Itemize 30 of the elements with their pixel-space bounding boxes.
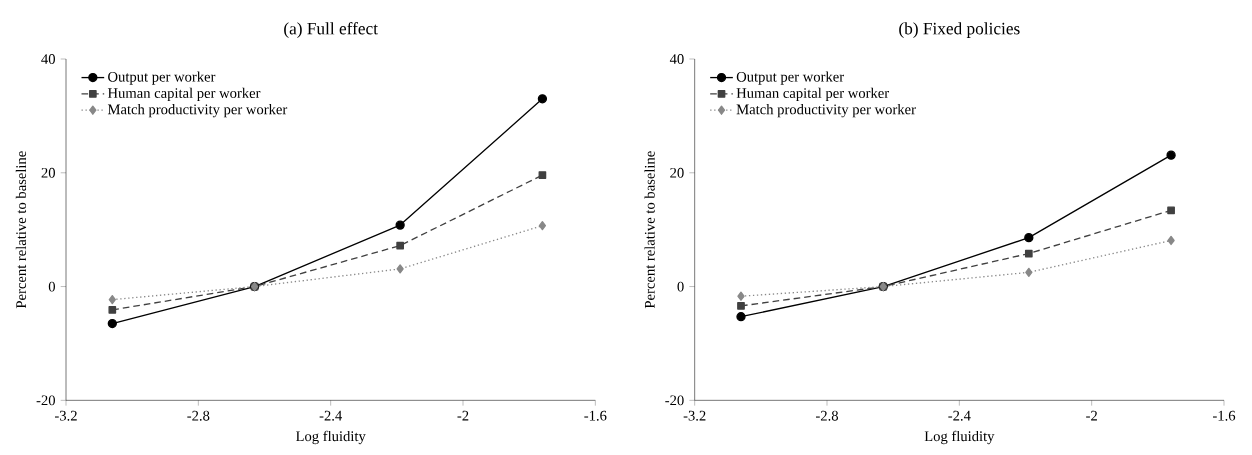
legend-label: Match productivity per worker	[107, 104, 288, 118]
legend-label: Human capital per worker	[107, 87, 261, 101]
chart-title: (a) Full effect	[284, 22, 378, 38]
x-axis-title: Log fluidity	[924, 430, 995, 445]
y-tick-label: 20	[41, 167, 55, 178]
x-tick-label: -2.8	[815, 410, 839, 421]
y-tick-label: 0	[677, 281, 684, 292]
y-axis-title: Percent relative to baseline	[15, 151, 27, 309]
x-tick-label: -1.6	[584, 410, 607, 421]
y-tick-label: 40	[669, 54, 684, 64]
x-tick-label: -2.4	[319, 410, 343, 421]
y-tick-label: 40	[41, 54, 55, 64]
legend-label: Human capital per worker	[736, 87, 890, 101]
x-tick-label: -2	[1086, 410, 1097, 421]
x-tick-label: -3.2	[683, 410, 706, 421]
y-tick-label: -20	[665, 395, 684, 406]
x-tick-label: -2	[457, 410, 469, 421]
chart-title: (b) Fixed policies	[899, 22, 1020, 38]
y-axis-title: Percent relative to baseline	[644, 151, 655, 309]
y-tick-label: 20	[670, 167, 684, 178]
x-tick-label: -2.8	[187, 410, 210, 421]
x-tick-label: -1.6	[1212, 410, 1236, 421]
x-tick-label: -3.2	[54, 410, 77, 421]
legend-label: Output per worker	[736, 71, 844, 85]
x-tick-label: -2.4	[948, 410, 971, 421]
x-axis-title: Log fluidity	[295, 430, 366, 445]
legend-label: Match productivity per worker	[736, 104, 916, 118]
legend-label: Output per worker	[108, 71, 216, 85]
y-tick-label: 0	[48, 281, 55, 292]
y-tick-label: -20	[36, 395, 55, 406]
